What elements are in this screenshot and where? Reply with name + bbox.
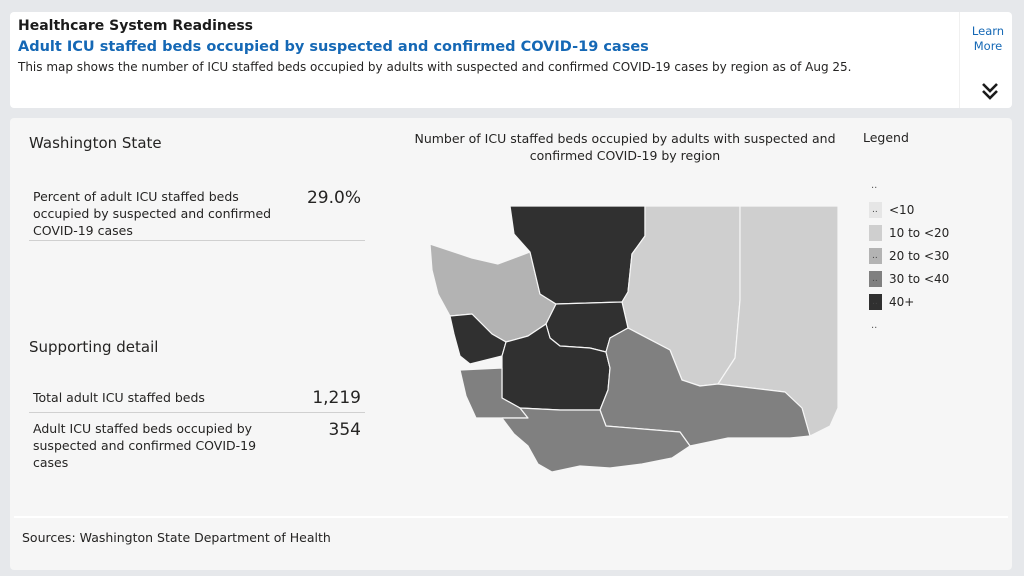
page-description: This map shows the number of ICU staffed… (18, 60, 852, 74)
legend-label: 40+ (889, 295, 915, 309)
legend-swatch: .. (869, 271, 882, 287)
map-title: Number of ICU staffed beds occupied by a… (414, 131, 836, 163)
legend-swatch: .. (869, 202, 882, 218)
page-title: Healthcare System Readiness (18, 18, 253, 34)
sources-strip: Sources: Washington State Department of … (14, 516, 1008, 568)
total-beds-label: Total adult ICU staffed beds (33, 390, 205, 405)
washington-region-map[interactable] (410, 196, 850, 472)
legend-label: <10 (889, 203, 915, 217)
legend-swatch: .. (869, 294, 882, 310)
legend-label: 20 to <30 (889, 249, 950, 263)
legend-swatch-marker: .. (872, 205, 878, 215)
header-divider (959, 12, 960, 108)
legend-swatch-marker: .. (872, 297, 878, 307)
legend-swatch (869, 225, 882, 241)
legend-scroll-up-marker: .. (871, 180, 878, 191)
legend-title: Legend (863, 130, 909, 145)
percent-occupied-label: Percent of adult ICU staffed beds occupi… (33, 189, 272, 238)
state-name: Washington State (29, 134, 162, 152)
legend-swatch-marker: .. (872, 251, 878, 261)
supporting-detail-heading: Supporting detail (29, 338, 159, 356)
legend-scroll-down-marker: .. (871, 320, 878, 331)
occupied-beds-label: Adult ICU staffed beds occupied by suspe… (33, 421, 257, 470)
main-card: Washington State Percent of adult ICU st… (10, 118, 1012, 570)
region-southwest[interactable] (501, 407, 691, 472)
legend-swatch: .. (869, 248, 882, 264)
legend-label: 30 to <40 (889, 272, 950, 286)
divider (29, 412, 365, 413)
region-central[interactable] (599, 327, 811, 447)
page-subtitle: Adult ICU staffed beds occupied by suspe… (18, 39, 649, 55)
total-beds-value: 1,219 (312, 388, 361, 408)
header-card: Healthcare System Readiness Adult ICU st… (10, 12, 1012, 108)
double-chevron-down-icon[interactable] (980, 80, 1000, 102)
divider (29, 240, 365, 241)
learn-more-link[interactable]: Learn More (971, 24, 1005, 53)
legend-label: 10 to <20 (889, 226, 950, 240)
occupied-beds-value: 354 (328, 420, 361, 440)
percent-occupied-value: 29.0% (306, 188, 361, 208)
sources-text: Sources: Washington State Department of … (22, 530, 331, 545)
legend-swatch-marker: .. (872, 274, 878, 284)
main-panel: Washington State Percent of adult ICU st… (15, 122, 1007, 512)
